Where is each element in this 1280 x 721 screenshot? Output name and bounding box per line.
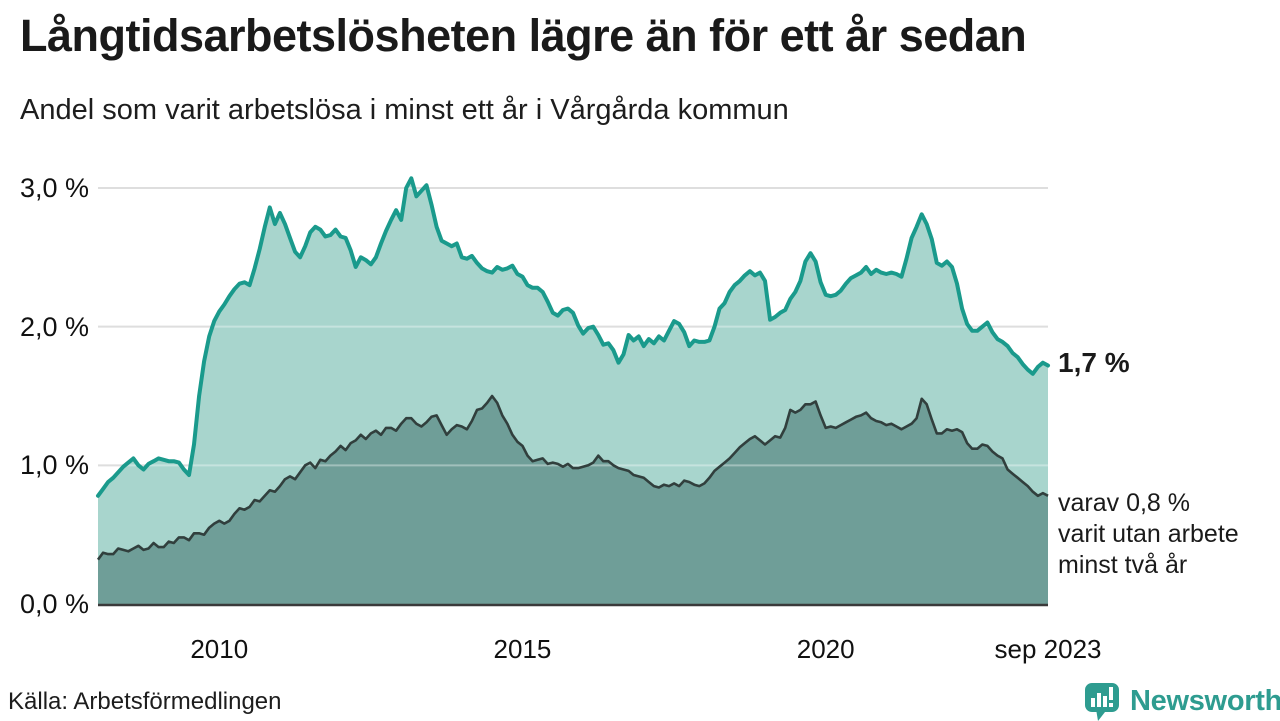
- annotation-line-2: varit utan arbete: [1058, 519, 1239, 548]
- newsworthy-logo-icon: [1085, 683, 1119, 721]
- page-title: Långtidsarbetslösheten lägre än för ett …: [20, 10, 1027, 61]
- source-label: Källa: Arbetsförmedlingen: [8, 688, 282, 715]
- x-tick-label: 2010: [190, 634, 249, 664]
- y-tick-label: 1,0 %: [20, 450, 90, 481]
- y-tick-label: 2,0 %: [20, 311, 90, 342]
- annotation-line-3: minst två år: [1058, 550, 1188, 579]
- x-tick-label: sep 2023: [994, 634, 1102, 664]
- y-tick-label: 3,0 %: [20, 173, 90, 203]
- secondary-value-annotation: varav 0,8 % varit utan arbete minst två …: [1058, 488, 1239, 581]
- page-subtitle: Andel som varit arbetslösa i minst ett å…: [20, 94, 789, 126]
- y-tick-label: 0,0 %: [20, 589, 90, 619]
- annotation-line-1: varav 0,8 %: [1058, 488, 1191, 517]
- newsworthy-logo-text: Newsworthy: [1130, 684, 1280, 717]
- newsworthy-logo: Newsworthy: [1083, 681, 1280, 721]
- x-tick-label: 2015: [493, 634, 552, 664]
- x-tick-label: 2020: [796, 634, 855, 664]
- latest-value-label: 1,7 %: [1058, 347, 1130, 379]
- line-min-two-years: [96, 394, 1049, 561]
- line-min-one-year: [96, 176, 1050, 498]
- area-min-two-years: [98, 396, 1048, 604]
